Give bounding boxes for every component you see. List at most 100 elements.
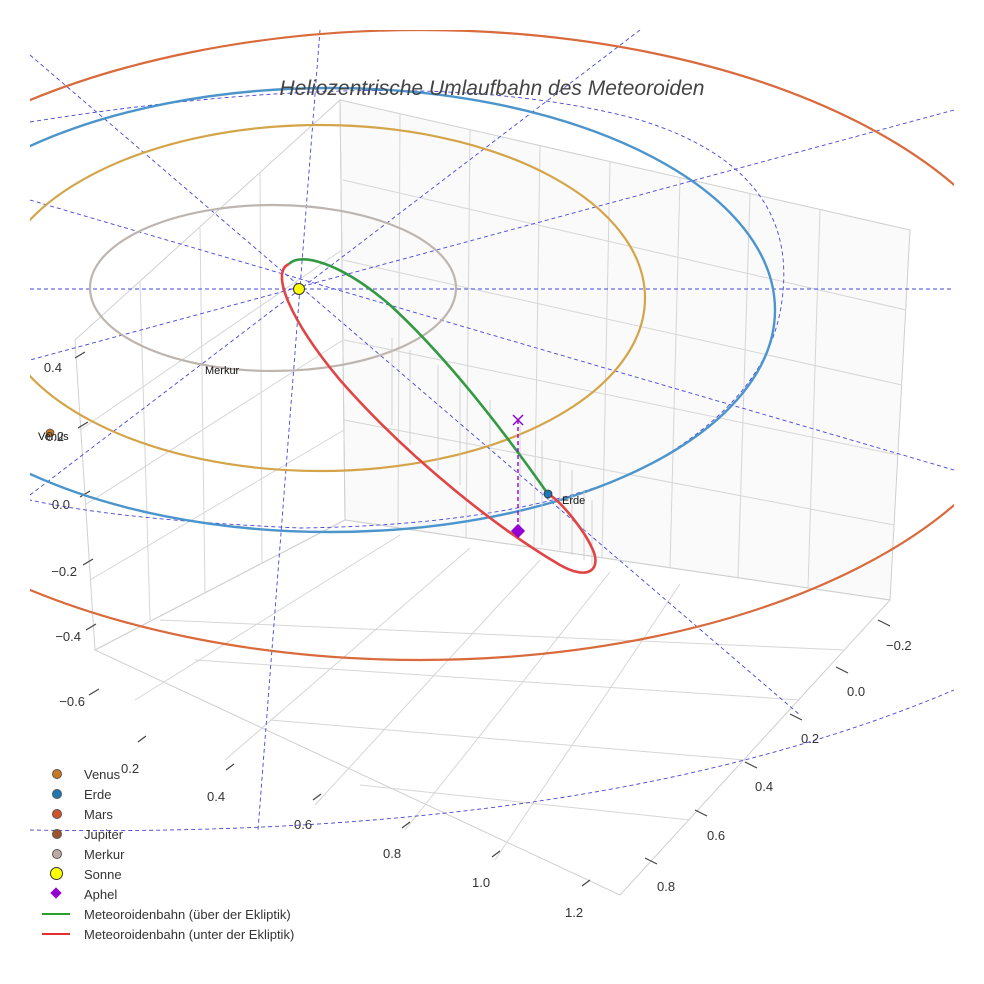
grid-line [159, 619, 846, 651]
legend-item-orbit-below[interactable]: Meteoroidenbahn (unter der Ekliptik) [40, 924, 340, 944]
legend: Venus Erde Mars Jupiter Merkur Sonne Aph… [40, 764, 340, 944]
grid-line [139, 281, 151, 621]
diamond-icon [50, 887, 62, 899]
x-tick-label: 1.0 [472, 875, 490, 890]
legend-sun-icon [40, 864, 84, 884]
x-tick-label: 0.6 [294, 817, 312, 832]
legend-item-venus[interactable]: Venus [40, 764, 340, 784]
sun-icon [50, 867, 63, 880]
legend-label: Sonne [84, 866, 122, 882]
jupiter-dot-icon [52, 829, 62, 839]
legend-label: Aphel [84, 886, 118, 902]
guide-earth-orbit [30, 90, 785, 529]
legend-line-icon [40, 924, 84, 944]
legend-dot-icon [40, 784, 84, 804]
z-tick-label: −0.2 [51, 564, 77, 579]
grid-line [314, 559, 541, 806]
legend-dot-icon [40, 804, 84, 824]
legend-item-sonne[interactable]: Sonne [40, 864, 340, 884]
z-tick-mark [79, 490, 91, 498]
aphel-marker [510, 523, 526, 539]
erde-dot-icon [52, 789, 62, 799]
grid-line [269, 719, 746, 761]
legend-item-orbit-above[interactable]: Meteoroidenbahn (über der Ekliptik) [40, 904, 340, 924]
mars-dot-icon [52, 809, 62, 819]
y-tick-label: −0.2 [886, 638, 912, 653]
z-tick-mark [77, 421, 89, 429]
y-tick-mark [789, 713, 803, 721]
grid-line [494, 583, 681, 861]
grid-line [84, 339, 344, 506]
y-tick-label: 0.0 [847, 684, 865, 699]
venus-dot-icon [52, 769, 62, 779]
legend-label: Venus [84, 766, 121, 782]
y-tick-label: 0.2 [801, 731, 819, 746]
x-tick-label: 0.8 [383, 846, 401, 861]
x-tick-label: 1.2 [565, 905, 583, 920]
guide-line [30, 54, 801, 716]
grid-line [343, 419, 895, 526]
legend-dot-icon [40, 764, 84, 784]
x-tick-mark [401, 821, 411, 829]
grid-line [404, 571, 611, 831]
x-tick-label: 0.4 [207, 789, 225, 804]
grid-line [194, 659, 801, 701]
z-tick-mark [85, 623, 97, 631]
grid-line [199, 227, 206, 593]
legend-item-aphel[interactable]: Aphel [40, 884, 340, 904]
legend-label: Meteoroidenbahn (über der Ekliptik) [84, 906, 291, 922]
legend-dot-icon [40, 844, 84, 864]
chart-title: Heliozentrische Umlaufbahn des Meteoroid… [280, 77, 705, 100]
grid-line [79, 249, 343, 431]
y-tick-mark [835, 666, 849, 674]
erde-orbit [30, 86, 777, 534]
venus-orbit [30, 123, 647, 473]
y-tick-label: 0.4 [755, 779, 773, 794]
legend-label: Jupiter [84, 826, 124, 842]
grid-line [465, 129, 471, 539]
grid-line [343, 339, 899, 456]
guide-line [30, 109, 954, 361]
y-tick-mark [744, 761, 758, 769]
grid-line [259, 171, 263, 564]
x-tick-mark [581, 879, 591, 887]
x-tick-mark [312, 793, 322, 801]
grid-line [342, 179, 907, 311]
legend-dot-icon [40, 824, 84, 844]
legend-item-jupiter[interactable]: Jupiter [40, 824, 340, 844]
guide-ellipse [30, 689, 954, 832]
legend-item-merkur[interactable]: Merkur [40, 844, 340, 864]
legend-label: Erde [84, 786, 112, 802]
mars-orbit [30, 30, 954, 662]
legend-diamond-icon [40, 884, 84, 904]
red-line-icon [42, 933, 70, 935]
x-tick-mark [491, 850, 501, 858]
grid-line [737, 193, 751, 579]
legend-label: Meteoroidenbahn (unter der Ekliptik) [84, 926, 295, 942]
guide-lines [30, 30, 954, 832]
z-tick-label: 0.0 [52, 497, 70, 512]
z-tick-label: −0.4 [55, 629, 81, 644]
green-line-icon [42, 913, 70, 915]
meteoroid-orbit-above [288, 257, 550, 495]
z-tick-label: −0.6 [59, 694, 85, 709]
legend-item-erde[interactable]: Erde [40, 784, 340, 804]
merkur-orbit [88, 203, 458, 373]
grid-line [359, 784, 691, 821]
sonne-marker [293, 283, 305, 295]
x-tick-mark [137, 735, 147, 743]
legend-label: Merkur [84, 846, 125, 862]
z-tick-mark [74, 351, 86, 359]
y-tick-mark [877, 619, 891, 627]
z-tick-mark [88, 688, 100, 696]
merkur-dot-icon [52, 849, 62, 859]
legend-line-icon [40, 904, 84, 924]
grid-line [807, 209, 821, 589]
guide-line [30, 30, 641, 496]
z-tick-label: 0.2 [46, 429, 64, 444]
y-tick-mark [694, 809, 708, 817]
guide-line [257, 30, 321, 831]
legend-item-mars[interactable]: Mars [40, 804, 340, 824]
x-tick-label: 0.2 [121, 761, 139, 776]
